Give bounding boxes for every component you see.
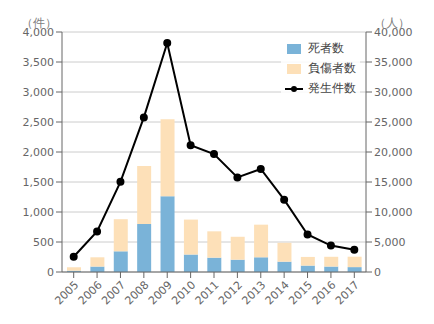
svg-text:2014: 2014: [263, 278, 292, 307]
svg-text:2005: 2005: [52, 278, 81, 307]
svg-text:（件）: （件）: [21, 16, 57, 30]
svg-text:2006: 2006: [76, 278, 105, 307]
svg-text:1,500: 1,500: [23, 176, 55, 189]
svg-text:5,000: 5,000: [374, 236, 406, 249]
svg-text:（人）: （人）: [374, 16, 410, 30]
svg-text:2009: 2009: [146, 278, 175, 307]
svg-text:500: 500: [33, 236, 54, 249]
svg-text:2010: 2010: [169, 278, 198, 307]
svg-text:3,000: 3,000: [23, 86, 55, 99]
svg-text:2013: 2013: [239, 278, 268, 307]
svg-text:10,000: 10,000: [374, 206, 413, 219]
svg-text:2,000: 2,000: [23, 146, 55, 159]
svg-text:15,000: 15,000: [374, 176, 413, 189]
svg-text:35,000: 35,000: [374, 56, 413, 69]
svg-text:0: 0: [47, 266, 54, 279]
html-text:死者数: 死者数: [308, 41, 344, 55]
svg-text:1,000: 1,000: [23, 206, 55, 219]
svg-text:25,000: 25,000: [374, 116, 413, 129]
svg-text:3,500: 3,500: [23, 56, 55, 69]
svg-text:20,000: 20,000: [374, 146, 413, 159]
svg-text:2007: 2007: [99, 278, 128, 307]
svg-text:2012: 2012: [216, 278, 245, 307]
svg-text:2,500: 2,500: [23, 116, 55, 129]
svg-text:2008: 2008: [122, 278, 151, 307]
svg-text:4,000: 4,000: [22, 25, 54, 39]
svg-text:30,000: 30,000: [374, 86, 413, 99]
svg-text:0: 0: [374, 266, 381, 279]
svg-text:2017: 2017: [333, 278, 362, 307]
svg-text:2011: 2011: [193, 278, 222, 307]
svg-text:2016: 2016: [310, 278, 339, 307]
html-text:発生件数: 発生件数: [308, 81, 356, 95]
svg-text:40,000: 40,000: [374, 25, 413, 39]
html-text:負傷者数: 負傷者数: [308, 61, 356, 75]
svg-text:2015: 2015: [286, 278, 315, 307]
